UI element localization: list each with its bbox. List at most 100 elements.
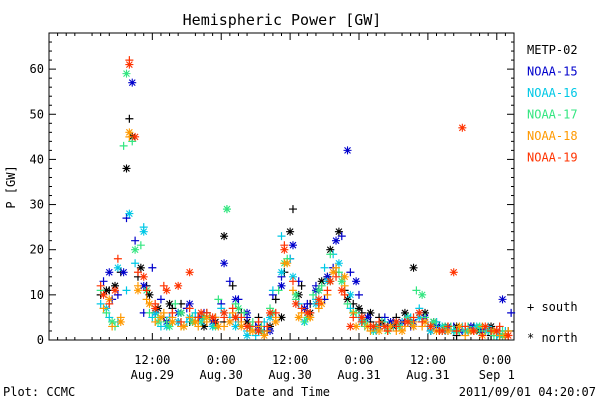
data-point-south (478, 331, 487, 340)
data-point-north (105, 295, 114, 304)
data-point-north (294, 313, 303, 322)
data-point-north (386, 322, 395, 331)
data-point-north (139, 227, 148, 236)
y-tick-label: 50 (30, 107, 44, 121)
data-point-north (145, 290, 154, 299)
x-tick-date-label: Sep 1 (479, 368, 515, 382)
data-point-north (197, 308, 206, 317)
data-point-south (495, 322, 504, 331)
data-point-north (113, 263, 122, 272)
data-point-south (105, 313, 114, 322)
data-point-south (113, 254, 122, 263)
data-point-south (277, 232, 286, 241)
y-tick-label: 20 (30, 243, 44, 257)
data-point-north (334, 259, 343, 268)
data-point-south (159, 308, 168, 317)
series-noaa-18 (99, 128, 513, 340)
x-tick-time-label: 0:00 (345, 353, 374, 367)
x-tick-date-label: Aug.31 (337, 368, 380, 382)
data-point-south (225, 277, 234, 286)
data-point-north (165, 322, 174, 331)
data-point-south (303, 299, 312, 308)
data-point-north (369, 322, 378, 331)
data-point-south (133, 268, 142, 277)
series-noaa-19 (96, 56, 513, 340)
data-point-south (317, 281, 326, 290)
data-point-south (131, 259, 140, 268)
data-point-north (260, 331, 269, 340)
data-point-north (326, 245, 335, 254)
y-axis-label: P [GW] (4, 165, 18, 208)
data-point-south (99, 304, 108, 313)
x-tick-time-label: 0:00 (207, 353, 236, 367)
data-point-south (332, 263, 341, 272)
data-point-south (297, 281, 306, 290)
x-tick-time-label: 12:00 (272, 353, 308, 367)
data-point-north (288, 272, 297, 281)
legend-marker-south: + south (527, 300, 578, 314)
data-point-north (449, 268, 458, 277)
data-point-south (194, 322, 203, 331)
data-point-north (492, 326, 501, 335)
data-point-north (481, 322, 490, 331)
data-point-north (337, 286, 346, 295)
data-point-south (271, 295, 280, 304)
data-point-north (202, 313, 211, 322)
data-point-north (317, 277, 326, 286)
data-point-north (185, 268, 194, 277)
data-point-north (108, 317, 117, 326)
data-point-north (329, 268, 338, 277)
data-point-north (125, 128, 134, 137)
series-noaa-15 (99, 78, 516, 340)
data-point-north (231, 295, 240, 304)
data-point-north (375, 326, 384, 335)
y-tick-label: 30 (30, 198, 44, 212)
data-point-south (355, 290, 363, 299)
data-point-north (314, 286, 323, 295)
data-point-south (156, 295, 165, 304)
legend-entry: NOAA-17 (527, 108, 578, 122)
data-point-north (266, 313, 275, 322)
data-point-north (185, 299, 194, 308)
data-point-south (142, 295, 151, 304)
data-point-south (263, 322, 272, 331)
data-point-north (133, 286, 142, 295)
data-point-north (214, 322, 223, 331)
data-point-north (306, 313, 315, 322)
data-point-north (380, 322, 389, 331)
data-point-south (171, 299, 180, 308)
data-point-south (346, 268, 355, 277)
data-point-north (357, 313, 366, 322)
data-point-north (220, 232, 229, 241)
data-point-south (102, 308, 111, 317)
data-point-south (125, 114, 134, 123)
data-point-north (243, 331, 252, 340)
data-point-north (225, 317, 234, 326)
data-point-north (102, 286, 111, 295)
data-point-north (119, 268, 128, 277)
data-point-south (142, 286, 151, 295)
data-point-north (418, 290, 427, 299)
data-point-north (326, 277, 335, 286)
data-point-south (461, 322, 470, 331)
data-point-south (185, 304, 194, 313)
data-point-north (191, 317, 200, 326)
data-point-south (148, 263, 157, 272)
data-point-south (128, 137, 137, 146)
data-point-south (337, 232, 346, 241)
data-point-south (340, 290, 349, 299)
data-point-north (271, 317, 280, 326)
legend: METP-02 NOAA-15 NOAA-16 NOAA-17 NOAA-18 NOAA-… (527, 43, 578, 345)
data-point-south (122, 214, 131, 223)
data-point-north (386, 317, 395, 326)
chart-title: Hemispheric Power [GW] (183, 11, 382, 29)
data-point-south (343, 299, 352, 308)
data-point-north (122, 164, 131, 173)
y-tick-label: 60 (30, 62, 44, 76)
data-point-north (200, 322, 208, 331)
data-point-south (251, 331, 260, 340)
data-point-north (340, 272, 349, 281)
data-point-north (346, 322, 355, 331)
x-axis-label: Date and Time (236, 385, 330, 399)
data-point-north (177, 308, 186, 317)
